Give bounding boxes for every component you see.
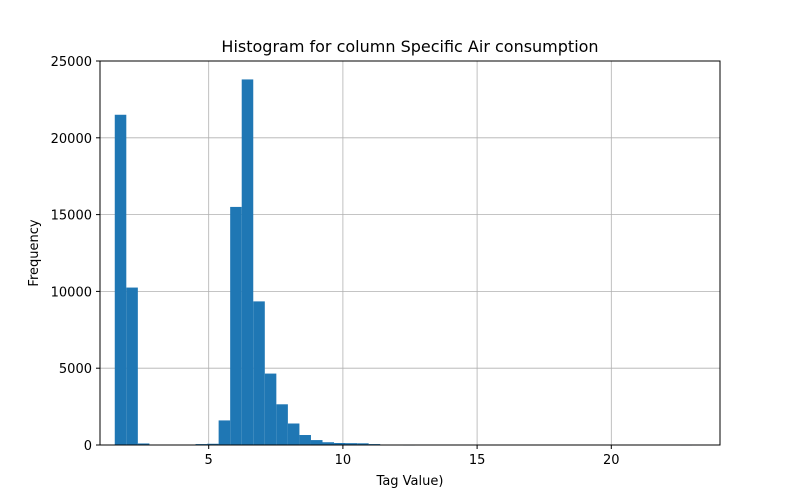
histogram-bar [276, 404, 288, 445]
histogram-bar [253, 301, 265, 445]
y-tick-label: 25000 [51, 55, 92, 70]
histogram-bar [357, 443, 369, 445]
chart-title: Histogram for column Specific Air consum… [221, 37, 598, 56]
histogram-bar [310, 440, 323, 445]
histogram-bar [126, 287, 138, 445]
plot-frame [99, 60, 721, 446]
y-tick-label: 5000 [59, 362, 92, 377]
plot-background [100, 61, 720, 445]
histogram-bar [241, 79, 254, 445]
y-tick-label: 10000 [51, 285, 92, 300]
histogram-bar [345, 443, 358, 445]
y-axis-ticks: 0 5000 10000 15000 20000 25000 [51, 55, 100, 454]
x-axis-label: Tag Value) [376, 474, 444, 489]
x-tick-label: 15 [469, 453, 486, 468]
y-axis-label: Frequency [27, 219, 42, 286]
histogram-bar [114, 114, 127, 445]
histogram-bar [264, 373, 277, 445]
histogram-bar [299, 435, 311, 445]
histogram-bar [230, 206, 242, 445]
histogram-bar [137, 443, 150, 445]
histogram-bar [207, 443, 219, 445]
x-tick-label: 5 [205, 453, 213, 468]
histogram-bar [218, 420, 231, 445]
x-axis-ticks: 5 10 15 20 [205, 445, 620, 468]
y-tick-label: 20000 [51, 132, 92, 147]
y-tick-label: 0 [84, 439, 92, 454]
x-tick-label: 20 [603, 453, 620, 468]
histogram-bar [322, 442, 335, 445]
histogram-bar [287, 423, 300, 445]
histogram-bar [334, 443, 346, 445]
y-tick-label: 15000 [51, 209, 92, 224]
x-tick-label: 10 [335, 453, 352, 468]
